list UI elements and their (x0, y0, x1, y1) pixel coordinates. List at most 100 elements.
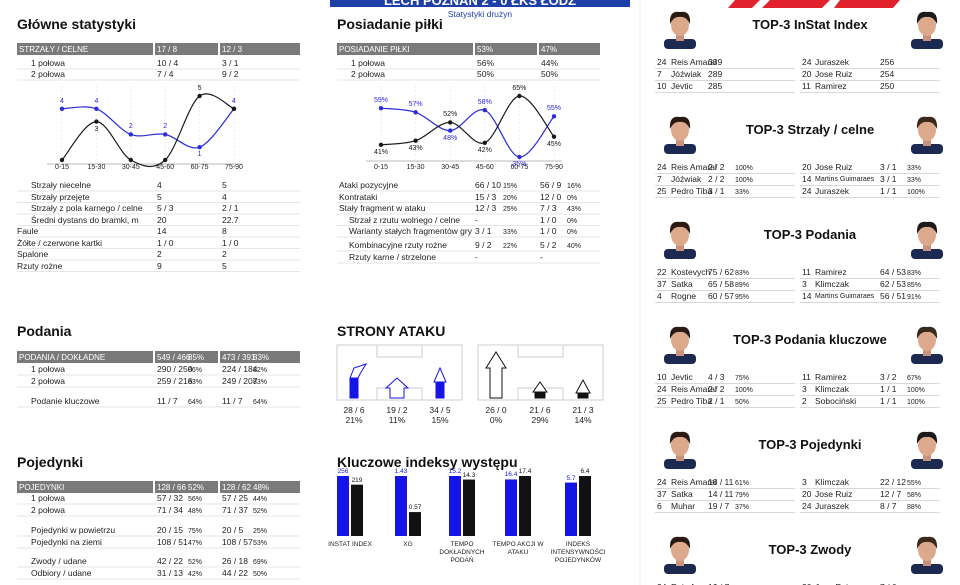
header-value: 549 / 466 (157, 353, 191, 362)
header-label: STRZAŁY / CELNE (19, 45, 89, 54)
row-value: - (540, 252, 543, 262)
player-photo (664, 536, 696, 574)
player-pct: 79% (735, 492, 750, 499)
player-number: 10 (657, 81, 667, 91)
row-pct: 0% (567, 229, 578, 236)
point (413, 110, 418, 115)
point (94, 106, 99, 112)
player-name: Juraszek (815, 501, 850, 511)
row-value: 5 (157, 191, 162, 202)
player-number: 24 (657, 582, 666, 585)
player-value: 1 / 1 (880, 384, 897, 394)
player-number: 24 (657, 477, 667, 487)
header-cell (475, 43, 537, 55)
data-label: 59% (373, 97, 389, 105)
row-label: Rzuty karne / strzelone (349, 252, 436, 262)
player-photo (911, 221, 943, 259)
header-value: 128 / 66 (157, 483, 186, 492)
attack-value: 34 / 5 (429, 405, 451, 415)
data-label: 58% (477, 99, 492, 107)
hair (669, 11, 691, 24)
player-value: 2 / 2 (708, 384, 725, 394)
bar-label: 14.3 (462, 471, 476, 479)
row-value: 1 / 0 (540, 214, 557, 225)
row-label: Kontrataki (339, 191, 378, 202)
section-title: Posiadanie piłki (337, 16, 443, 32)
header-cell (220, 43, 300, 55)
hair (669, 326, 691, 339)
row-pct: 20% (503, 194, 518, 202)
row-value: 224 / 184 (222, 364, 258, 374)
player-name: Klimczak (815, 477, 850, 487)
series-line (380, 95, 555, 146)
header-cell (17, 351, 153, 363)
header-cell (155, 481, 218, 493)
bar (351, 484, 363, 536)
header-cell (17, 481, 153, 493)
neck (676, 33, 684, 41)
player-number: 24 (657, 162, 667, 172)
player-value: 1 / 1 (880, 396, 897, 406)
player-number: 7 (657, 174, 662, 184)
shirt (664, 459, 696, 469)
x-tick-label: TEMPO AKCJI W ATAKU (492, 541, 544, 556)
player-pct: 33% (735, 189, 750, 196)
attack-arrows-right (485, 351, 591, 399)
header-pct: 85% (188, 353, 205, 362)
face (671, 539, 689, 561)
player-pct: 95% (735, 294, 750, 301)
row-label: Warianty stałych fragmentów gry (349, 226, 472, 236)
point (128, 132, 133, 137)
face (671, 119, 689, 141)
player-number: 11 (802, 267, 811, 277)
row-pct: 83% (188, 379, 203, 386)
card-title: TOP-3 Zwody (768, 542, 852, 557)
player-number: 14 (802, 291, 812, 301)
row-value: 42 / 22 (157, 556, 183, 566)
player-number: 22 (657, 267, 667, 277)
data-label: 35% (512, 161, 527, 168)
bar-label: 219 (351, 476, 363, 484)
row-label: Odbiory / udane (31, 568, 92, 578)
data-label: 5 (197, 85, 202, 92)
player-value: 250 (880, 81, 895, 91)
attack-pct: 15% (431, 415, 449, 425)
player-name: Pedro Tiba (671, 396, 713, 406)
x-tick-label: INDEKS INTENSYWNOŚCI POJEDYNKÓW (550, 541, 606, 564)
row-pct: 44% (253, 496, 268, 503)
player-pct: 50% (735, 399, 750, 406)
player-pct: 100% (907, 387, 925, 394)
neck (676, 138, 684, 146)
row-value: 3 / 1 (222, 58, 239, 68)
header-value: 47% (541, 45, 558, 54)
row-label: Faule (17, 226, 39, 236)
point (551, 114, 557, 119)
data-label: 2 (128, 123, 133, 131)
player-name: Jóźwiak (671, 174, 702, 184)
row-pct: 15% (503, 183, 518, 190)
neck (923, 243, 931, 251)
player-value: 2 / 1 (708, 396, 725, 406)
header-label: POSIADANIE PIŁKI (339, 45, 410, 54)
player-value: 2 / 2 (708, 162, 725, 172)
player-number: 14 (802, 174, 812, 184)
row-value: 57 / 32 (157, 493, 183, 503)
row-value: 71 / 37 (222, 505, 248, 515)
x-tick-label: 60-75 (190, 164, 209, 171)
shirt (664, 354, 696, 364)
header-value: 53% (477, 45, 494, 54)
face (918, 119, 936, 141)
bar (463, 479, 475, 536)
row-label: Strzały przejęte (31, 191, 90, 202)
series-line (380, 107, 555, 158)
player-number: 4 (657, 291, 662, 301)
row-label: Zwody / udane (31, 556, 87, 566)
point (413, 138, 418, 143)
row-pct: 47% (188, 540, 203, 547)
header-cell (220, 351, 300, 363)
hair (669, 431, 691, 444)
shirt (664, 144, 696, 154)
row-pct: 56% (188, 496, 203, 503)
logo-shape (762, 0, 830, 8)
